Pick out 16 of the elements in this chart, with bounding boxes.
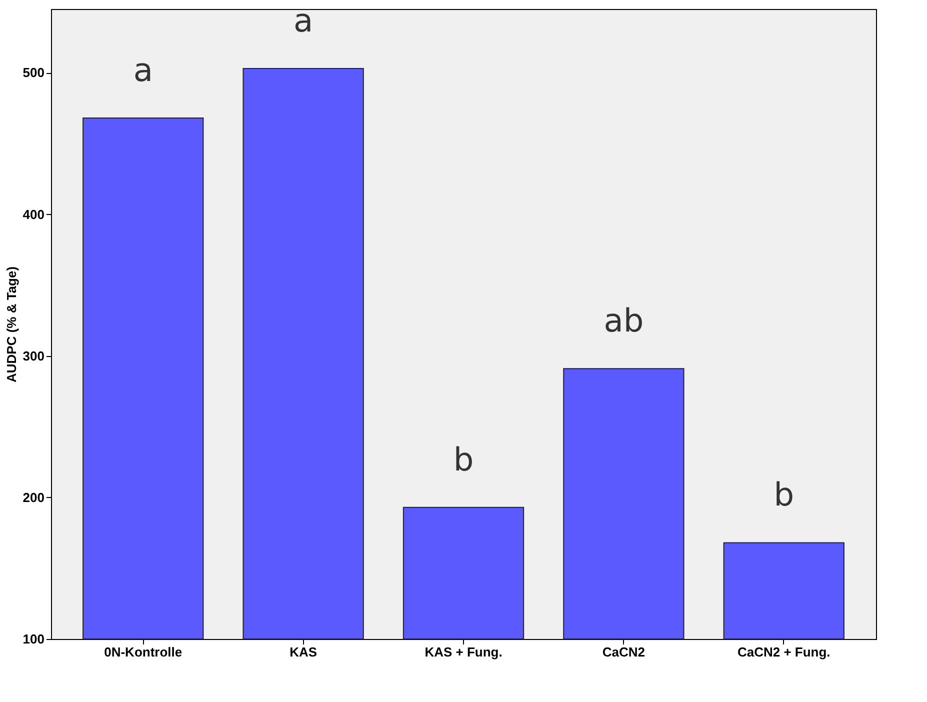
x-tick-label: CaCN2 + Fung.	[737, 644, 830, 660]
x-tick-label: KAS + Fung.	[424, 644, 502, 660]
x-tick-label: 0N-Kontrolle	[104, 644, 182, 660]
y-tick-label: 300	[22, 348, 44, 364]
annotation: a	[294, 1, 314, 40]
annotation: a	[133, 51, 153, 90]
y-tick-label: 200	[22, 490, 44, 505]
y-axis-title: AUDPC (% & Tage)	[4, 266, 19, 383]
y-tick-label: 100	[22, 632, 44, 646]
annotation: b	[453, 440, 474, 478]
annotation: ab	[604, 302, 644, 340]
y-tick-label: 500	[22, 65, 44, 80]
x-tick-label: CaCN2	[602, 644, 646, 660]
x-tick-label: KAS	[290, 644, 318, 660]
y-tick-label: 400	[22, 206, 44, 222]
annotation: b	[774, 476, 794, 514]
